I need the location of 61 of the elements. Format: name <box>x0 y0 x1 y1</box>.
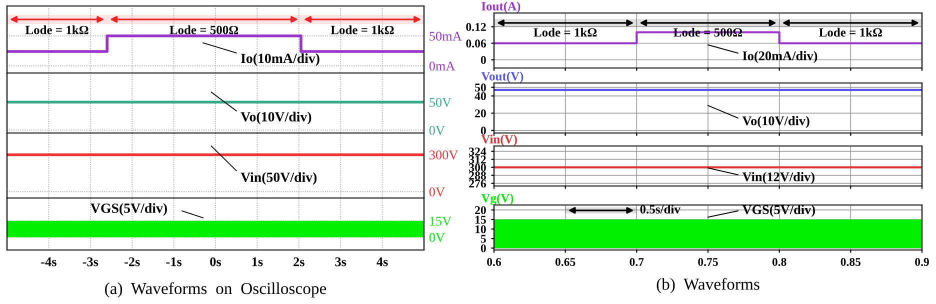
y-axis-title: Vin(V) <box>481 134 517 146</box>
y-tick-label: 0.06 <box>466 39 486 48</box>
band-label: 0.5s/div <box>640 204 680 214</box>
annotation: Vin(50V/div) <box>240 172 317 185</box>
annotation: Vo(10V/div) <box>742 116 810 128</box>
y-tick-label: 312 <box>469 156 486 164</box>
annotation: VGS(5V/div) <box>90 203 167 216</box>
y-tick-label: 324 <box>469 148 486 156</box>
y-tick-label: 300 <box>469 164 486 172</box>
annotation: Io(10mA/div) <box>240 53 320 66</box>
text: (b) Waveforms <box>656 278 760 294</box>
y-tick-label: 5 <box>480 234 486 243</box>
y-tick-label: 0 <box>480 244 486 252</box>
x-tick-label: -4s <box>41 257 56 266</box>
x-tick-label: 0.7 <box>630 258 644 266</box>
x-tick-label: -3s <box>82 257 98 266</box>
x-tick-label: 3s <box>335 257 346 266</box>
y-tick-label: 0V <box>429 126 445 135</box>
band-label: Lode = 1kΩ <box>25 25 88 34</box>
y-tick-label: 50mA <box>430 32 462 41</box>
x-tick-label: 0.9 <box>915 258 929 266</box>
y-axis-title: Vg(V) <box>481 194 514 205</box>
x-tick-label: 0s <box>210 257 222 266</box>
y-tick-label: 50 <box>475 84 486 92</box>
x-tick-label: 0.6 <box>487 258 502 266</box>
y-tick-label: 15 <box>476 216 486 224</box>
x-tick-label: -1s <box>166 257 182 266</box>
y-tick-label: 0.12 <box>466 22 486 32</box>
y-tick-label: 0 <box>480 126 486 135</box>
annotation: Vo(10V/div) <box>240 112 312 124</box>
y-tick-label: 0 <box>480 56 486 64</box>
y-tick-label: 15V <box>430 216 452 226</box>
y-tick-label: 0mA <box>429 62 456 71</box>
band-label: Lode = 500Ω <box>170 25 238 34</box>
band-label: Lode = 1kΩ <box>330 25 394 34</box>
annotation: Io(20mA/div) <box>742 51 818 63</box>
x-tick-label: 1s <box>252 257 263 266</box>
y-axis-title: Vout(V) <box>481 72 524 83</box>
x-tick-label: -2s <box>124 257 140 266</box>
y-tick-label: 50V <box>430 98 452 107</box>
band-label: Lode = 1kΩ <box>819 28 882 37</box>
text: (a) Waveforms on Oscilloscope <box>105 282 326 298</box>
x-tick-label: 0.85 <box>840 258 861 266</box>
y-tick-label: 40 <box>474 92 486 100</box>
y-tick-label: 20 <box>475 109 486 118</box>
y-tick-label: 10 <box>476 225 486 234</box>
x-tick-label: 4s <box>376 257 388 266</box>
annotation: Vin(12V/div) <box>742 172 814 184</box>
x-tick-label: 0.8 <box>772 258 786 266</box>
y-tick-label: 0V <box>429 233 445 242</box>
x-tick-label: 0.75 <box>698 258 718 266</box>
y-axis-title: Iout(A) <box>482 2 520 13</box>
x-tick-label: 2s <box>294 257 304 266</box>
y-tick-label: 288 <box>469 172 486 180</box>
y-tick-label: 20 <box>475 206 486 214</box>
y-tick-label: 0V <box>429 188 445 196</box>
x-tick-label: 0.65 <box>555 258 576 266</box>
y-tick-label: 276 <box>469 180 486 188</box>
band-label: Lode = 1kΩ <box>534 28 597 37</box>
y-tick-label: 300V <box>429 150 458 160</box>
annotation: VGS(5V/div) <box>742 204 815 217</box>
